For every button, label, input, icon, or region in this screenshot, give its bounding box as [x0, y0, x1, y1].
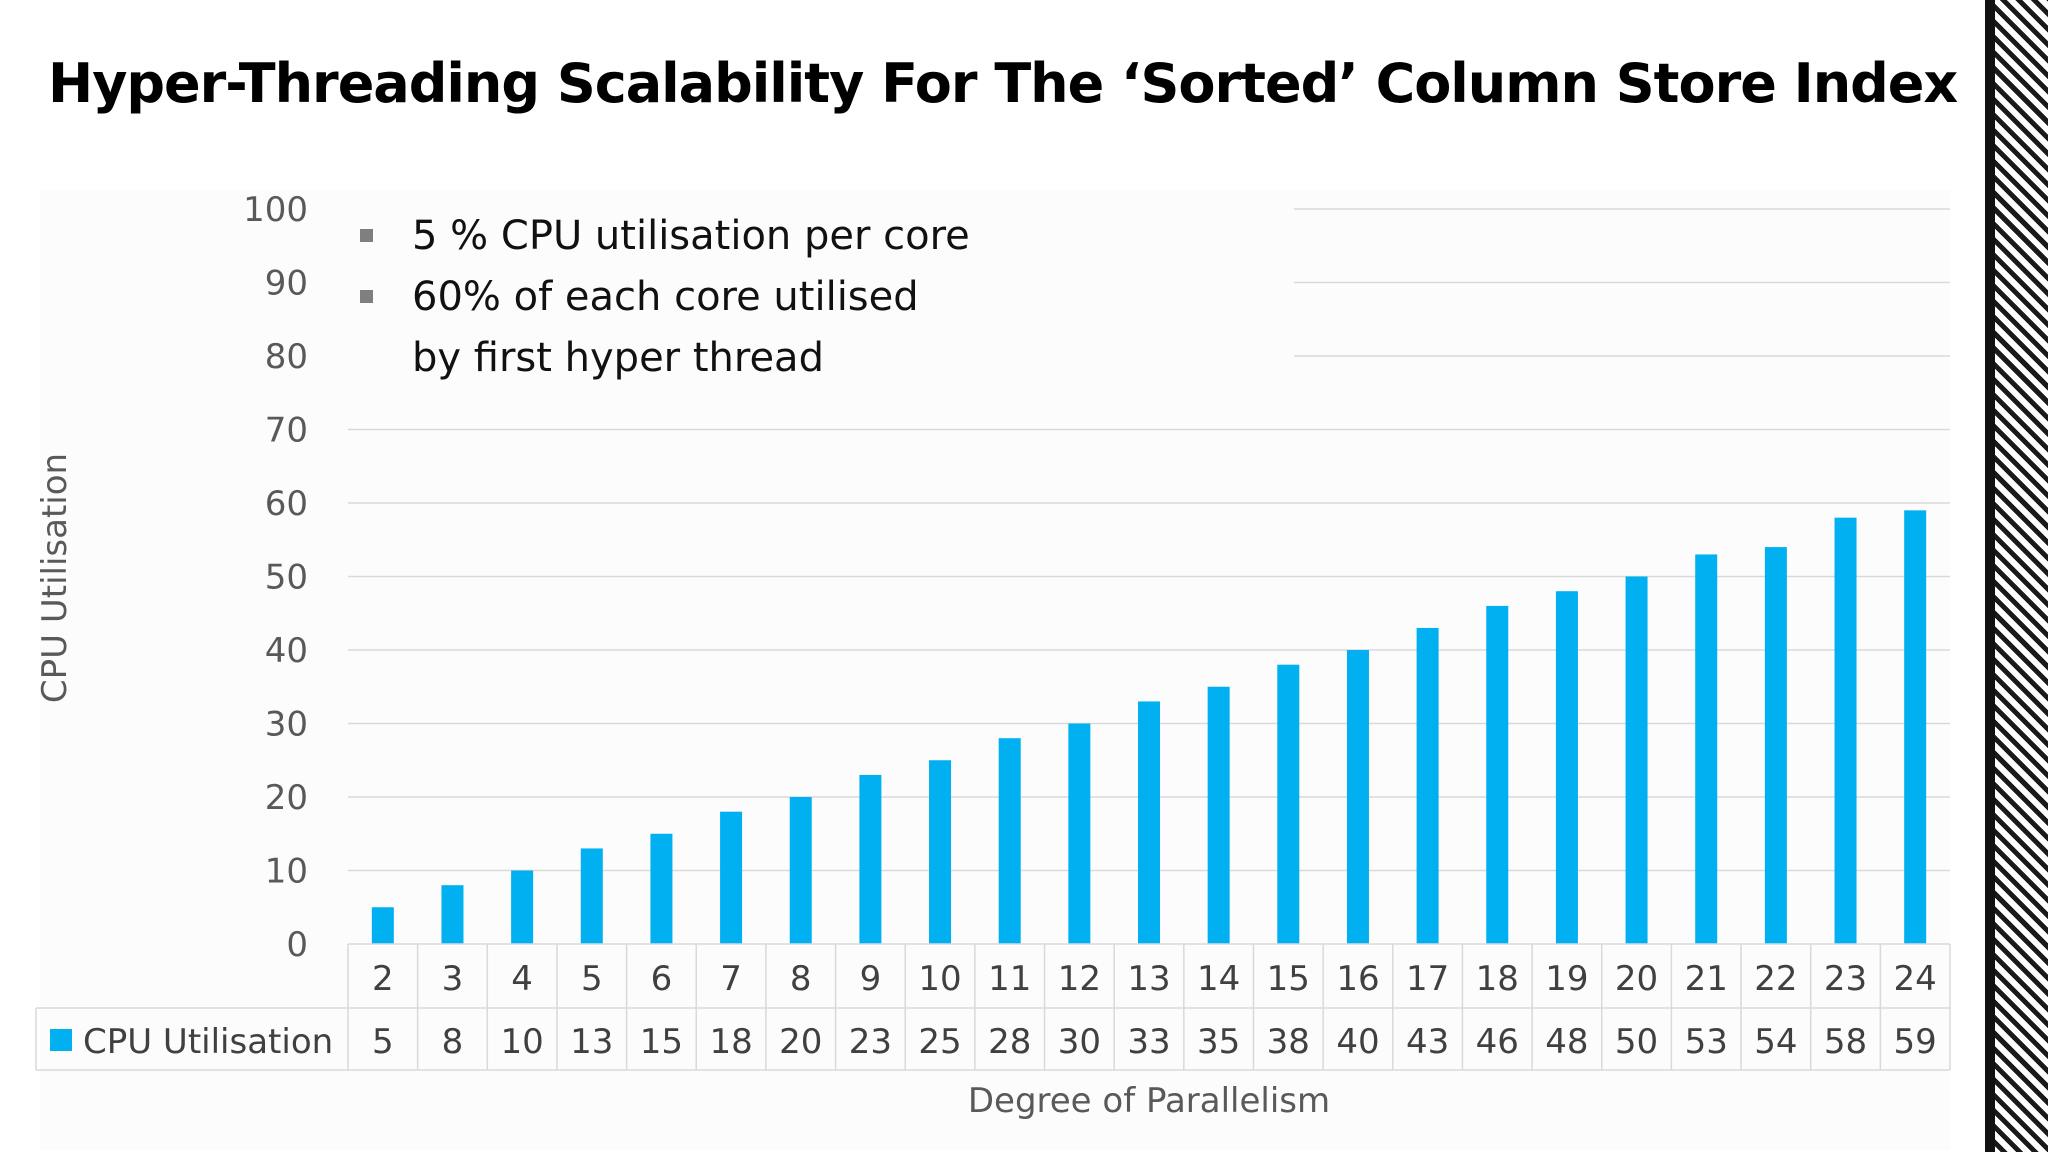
- x-category-label: 22: [1754, 959, 1797, 999]
- x-category-label: 9: [860, 959, 882, 999]
- bullet-text: 5 % CPU utilisation per core: [412, 213, 970, 259]
- bar: [1625, 576, 1648, 944]
- data-label: 30: [1058, 1022, 1101, 1062]
- bar: [859, 774, 882, 944]
- y-tick-label: 0: [286, 925, 308, 965]
- y-tick-label: 70: [265, 411, 308, 451]
- data-label: 28: [988, 1022, 1031, 1062]
- decorative-edge-pattern: [1985, 0, 2048, 1152]
- x-category-label: 7: [720, 959, 742, 999]
- x-category-label: 5: [581, 959, 603, 999]
- data-label: 58: [1824, 1022, 1867, 1062]
- bar: [998, 738, 1021, 944]
- bar: [789, 797, 812, 944]
- bar: [580, 848, 603, 944]
- bars: [371, 510, 1927, 944]
- bar: [1416, 627, 1439, 944]
- bullet-item: 5 % CPU utilisation per core: [360, 206, 970, 267]
- bar: [1277, 664, 1300, 944]
- x-category-label: 17: [1406, 959, 1449, 999]
- bar: [1904, 510, 1927, 944]
- x-category-label: 8: [790, 959, 812, 999]
- x-category-label: 20: [1615, 959, 1658, 999]
- y-tick-label: 20: [265, 778, 308, 818]
- x-category-label: 18: [1476, 959, 1519, 999]
- data-label: 15: [640, 1022, 683, 1062]
- chart-plot-background: [40, 190, 1950, 1150]
- y-tick-label: 50: [265, 558, 308, 598]
- data-label: 53: [1685, 1022, 1728, 1062]
- bar: [929, 760, 952, 944]
- bar: [1834, 517, 1857, 944]
- x-category-label: 4: [511, 959, 533, 999]
- bar: [1346, 650, 1369, 944]
- bar: [1695, 554, 1718, 944]
- data-label: 59: [1894, 1022, 1937, 1062]
- bar: [1068, 723, 1091, 944]
- y-tick-label: 40: [265, 631, 308, 671]
- x-category-label: 14: [1197, 959, 1240, 999]
- bar: [1764, 547, 1787, 944]
- bar: [441, 885, 464, 944]
- slide-title: Hyper-Threading Scalability For The ‘Sor…: [48, 52, 1958, 115]
- y-tick-label: 100: [243, 190, 308, 230]
- bar: [720, 811, 743, 944]
- data-label: 50: [1615, 1022, 1658, 1062]
- y-tick-label: 60: [265, 484, 308, 524]
- bar: [511, 870, 534, 944]
- y-axis-title: CPU Utilisation: [35, 453, 75, 703]
- y-tick-label: 80: [265, 337, 308, 377]
- data-label: 13: [570, 1022, 613, 1062]
- bar: [1486, 605, 1509, 944]
- bullet-text: 60% of each core utilised by first hyper…: [412, 274, 919, 381]
- data-label: 46: [1476, 1022, 1519, 1062]
- x-axis-title: Degree of Parallelism: [968, 1081, 1330, 1121]
- x-category-label: 16: [1336, 959, 1379, 999]
- y-tick-label: 30: [265, 705, 308, 745]
- y-tick-label: 90: [265, 264, 308, 304]
- data-label: 20: [779, 1022, 822, 1062]
- data-label: 18: [709, 1022, 752, 1062]
- bullet-list: 5 % CPU utilisation per core 60% of each …: [360, 206, 970, 389]
- bar: [371, 907, 394, 944]
- bullet-square-icon: [360, 229, 373, 242]
- x-category-label: 23: [1824, 959, 1867, 999]
- x-category-label: 6: [651, 959, 673, 999]
- x-category-label: 12: [1058, 959, 1101, 999]
- x-category-label: 15: [1267, 959, 1310, 999]
- data-label: 35: [1197, 1022, 1240, 1062]
- data-label: 23: [849, 1022, 892, 1062]
- x-category-label: 2: [372, 959, 394, 999]
- data-label: 54: [1754, 1022, 1797, 1062]
- data-label: 8: [442, 1022, 464, 1062]
- x-category-label: 11: [988, 959, 1031, 999]
- x-category-label: 3: [442, 959, 464, 999]
- data-label: 5: [372, 1022, 394, 1062]
- legend-series-name: CPU Utilisation: [83, 1022, 333, 1062]
- bar: [650, 833, 673, 944]
- data-label: 48: [1545, 1022, 1588, 1062]
- data-label: 25: [918, 1022, 961, 1062]
- data-table: 2538410513615718820923102511281230133314…: [35, 943, 1951, 1071]
- x-category-label: 21: [1685, 959, 1728, 999]
- data-label: 33: [1127, 1022, 1170, 1062]
- legend-swatch: [50, 1029, 72, 1051]
- y-axis-ticks: 0 10 20 30 40 50 60 70 80 90 100: [243, 190, 308, 965]
- bar: [1555, 591, 1578, 944]
- bar: [1207, 686, 1230, 944]
- data-label: 10: [500, 1022, 543, 1062]
- x-category-label: 24: [1894, 959, 1937, 999]
- bullet-square-icon: [360, 290, 373, 303]
- data-label: 40: [1336, 1022, 1379, 1062]
- x-category-label: 10: [918, 959, 961, 999]
- data-label: 38: [1267, 1022, 1310, 1062]
- data-label: 43: [1406, 1022, 1449, 1062]
- x-category-label: 19: [1545, 959, 1588, 999]
- y-tick-label: 10: [265, 852, 308, 892]
- bar: [1138, 701, 1160, 944]
- x-category-label: 13: [1127, 959, 1170, 999]
- bullet-item: 60% of each core utilised by first hyper…: [360, 267, 970, 389]
